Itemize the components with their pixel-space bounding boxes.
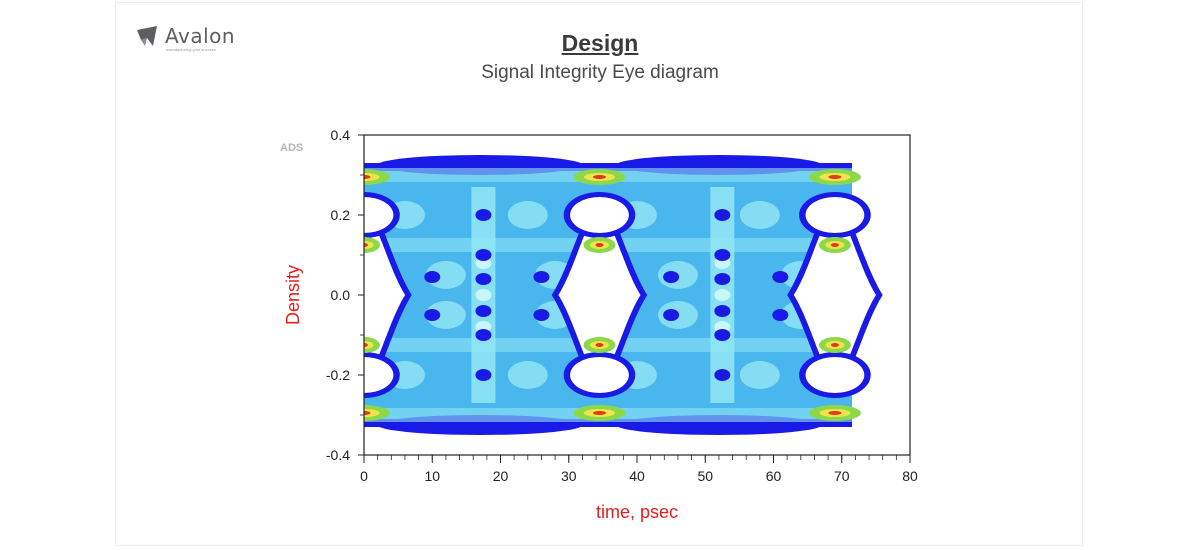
hot-peak-4: [828, 175, 842, 179]
density-patch-5: [507, 361, 548, 389]
density-blob-14: [663, 271, 680, 283]
small-eye-1-0: [570, 197, 629, 233]
y-axis-label: Density: [283, 265, 303, 325]
small-eye-2-1: [805, 357, 865, 393]
density-blob-7: [714, 273, 731, 285]
hot-core-1: [364, 409, 380, 417]
density-blob-2: [475, 305, 492, 317]
x-tick-label-0: 0: [360, 468, 368, 484]
y-tick-label-2: 0.0: [331, 287, 351, 303]
density-patch-4: [507, 201, 548, 229]
avalon-logo-icon: [137, 26, 157, 46]
hot-peak-6: [364, 243, 368, 247]
brand-logo[interactable]: Avalon manufacturing your success: [135, 24, 255, 54]
density-blob-5: [475, 209, 492, 221]
hot-peak-2: [592, 175, 606, 179]
density-patch-3: [425, 301, 466, 329]
brand-name: Avalon: [165, 24, 236, 48]
x-axis-label: time, psec: [596, 502, 678, 522]
density-blob-6: [714, 249, 731, 261]
small-eye-0-0: [364, 197, 394, 233]
small-eye-2-0: [805, 197, 865, 233]
density-blob-3: [475, 329, 492, 341]
density-blob-19: [772, 309, 789, 321]
hot-peak-8: [595, 243, 604, 247]
x-tick-label-8: 80: [902, 468, 918, 484]
hot-peak-11: [830, 343, 839, 347]
eye-diagram-chart: 0 10 20 30 40 50 60 70 80 0.4 0.2 0.0 -0.2 -0.4 ADS t…: [280, 127, 918, 522]
hot-peak-1: [364, 411, 371, 415]
y-tick-label-3: -0.2: [326, 367, 350, 383]
hot-core-6: [364, 241, 374, 249]
x-tick-label-4: 40: [629, 468, 645, 484]
x-tick-label-7: 70: [834, 468, 850, 484]
density-blob-18: [663, 309, 680, 321]
eye-opening-2: [793, 209, 876, 381]
density-patch-12: [739, 201, 780, 229]
y-tick-label-0: 0.4: [331, 127, 351, 143]
small-eye-1-1: [570, 357, 629, 393]
hot-peak-3: [592, 411, 606, 415]
density-blob-15: [772, 271, 789, 283]
density-blob-10: [714, 369, 731, 381]
x-tick-label-5: 50: [697, 468, 713, 484]
eye-opening-0: [364, 209, 406, 381]
eye-opening-1: [558, 209, 641, 381]
density-blob-9: [714, 329, 731, 341]
page-title: Design: [561, 30, 639, 56]
small-eye-0-1: [364, 357, 394, 393]
hot-peak-9: [595, 343, 604, 347]
column-core-1-1: [714, 289, 731, 301]
density-blob-17: [533, 309, 550, 321]
hot-peak-0: [364, 175, 371, 179]
density-blob-11: [714, 209, 731, 221]
density-blob-8: [714, 305, 731, 317]
hot-peak-10: [830, 243, 839, 247]
column-core-0-1: [475, 289, 492, 301]
chart-watermark: ADS: [280, 142, 303, 154]
page-subtitle: Signal Integrity Eye diagram: [481, 62, 719, 83]
y-tick-label-1: 0.2: [331, 207, 351, 223]
density-blob-4: [475, 369, 492, 381]
x-tick-label-3: 30: [561, 468, 577, 484]
density-blob-16: [424, 309, 441, 321]
hot-peak-5: [828, 411, 842, 415]
y-tick-label-4: -0.4: [326, 447, 350, 463]
density-blob-1: [475, 273, 492, 285]
density-blob-0: [475, 249, 492, 261]
density-patch-13: [739, 361, 780, 389]
density-blob-13: [533, 271, 550, 283]
hot-core-7: [364, 341, 374, 349]
x-tick-label-2: 20: [493, 468, 509, 484]
hot-core-0: [364, 173, 380, 181]
density-blob-12: [424, 271, 441, 283]
x-tick-label-6: 60: [766, 468, 782, 484]
brand-tagline: manufacturing your success: [166, 47, 216, 52]
hot-peak-7: [364, 343, 368, 347]
x-tick-label-1: 10: [424, 468, 440, 484]
